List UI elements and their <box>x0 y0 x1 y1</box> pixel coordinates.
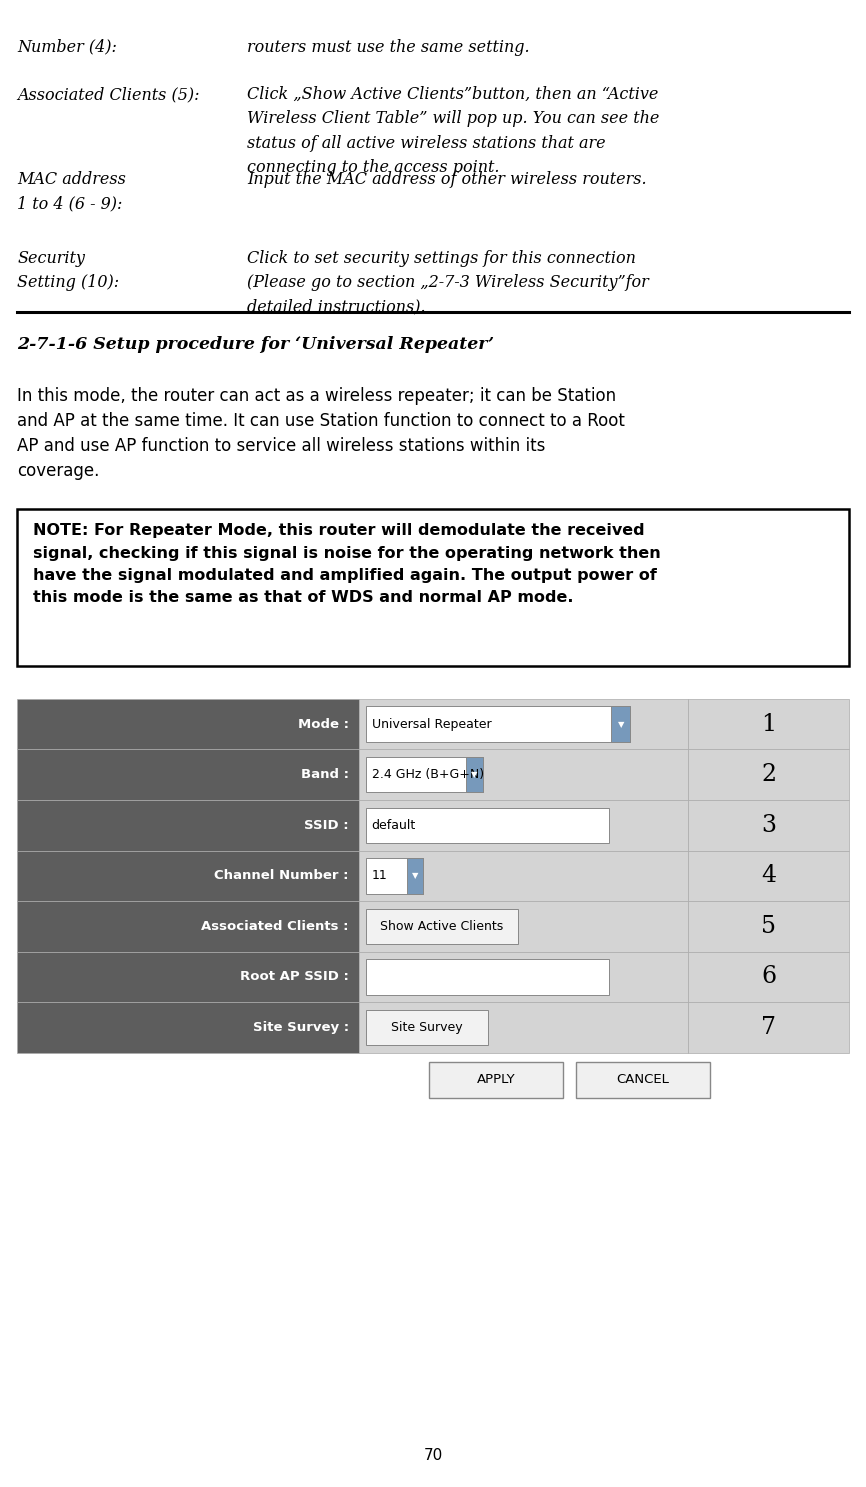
Text: ▼: ▼ <box>471 770 478 779</box>
Bar <box>688 800 849 851</box>
Bar <box>366 909 518 944</box>
Text: ▼: ▼ <box>411 871 418 880</box>
Text: Site Survey: Site Survey <box>391 1022 462 1033</box>
Text: Associated Clients :: Associated Clients : <box>202 920 349 932</box>
Text: CANCEL: CANCEL <box>617 1074 669 1087</box>
Bar <box>359 800 688 851</box>
Bar <box>359 851 688 901</box>
Bar <box>366 959 609 995</box>
Text: 4: 4 <box>761 864 776 888</box>
Text: default: default <box>372 819 416 831</box>
Text: APPLY: APPLY <box>476 1074 515 1087</box>
Text: 70: 70 <box>423 1448 443 1463</box>
Text: Channel Number :: Channel Number : <box>215 870 349 882</box>
Bar <box>688 1002 849 1053</box>
Bar <box>688 749 849 800</box>
Text: Click „Show Active Clients”button, then an “Active
Wireless Client Table” will p: Click „Show Active Clients”button, then … <box>247 86 659 175</box>
Bar <box>359 952 688 1002</box>
Bar <box>366 706 630 742</box>
Text: 2-7-1-6 Setup procedure for ‘Universal Repeater’: 2-7-1-6 Setup procedure for ‘Universal R… <box>17 336 494 352</box>
Text: 2: 2 <box>761 763 776 787</box>
Bar <box>17 749 359 800</box>
Text: MAC address
1 to 4 (6 - 9):: MAC address 1 to 4 (6 - 9): <box>17 171 126 213</box>
Text: 6: 6 <box>761 965 776 989</box>
Text: 1: 1 <box>761 712 776 736</box>
Bar <box>688 699 849 749</box>
Bar <box>17 901 359 952</box>
Text: 11: 11 <box>372 870 387 882</box>
Bar <box>366 1010 488 1045</box>
Bar <box>407 858 423 894</box>
Text: Root AP SSID :: Root AP SSID : <box>240 971 349 983</box>
Text: 3: 3 <box>761 813 776 837</box>
Text: Security
Setting (10):: Security Setting (10): <box>17 250 120 291</box>
Bar <box>359 699 688 749</box>
Bar <box>688 901 849 952</box>
Bar <box>17 1002 359 1053</box>
Bar <box>17 851 359 901</box>
Text: Site Survey :: Site Survey : <box>253 1022 349 1033</box>
Text: 5: 5 <box>761 915 776 938</box>
Bar <box>359 1002 688 1053</box>
Text: NOTE: For Repeater Mode, this router will demodulate the received
signal, checki: NOTE: For Repeater Mode, this router wil… <box>33 523 661 605</box>
Bar <box>17 800 359 851</box>
Bar <box>688 952 849 1002</box>
Text: 7: 7 <box>761 1016 776 1039</box>
Bar <box>429 1062 563 1097</box>
Bar <box>17 952 359 1002</box>
Bar <box>466 757 483 793</box>
Text: In this mode, the router can act as a wireless repeater; it can be Station
and A: In this mode, the router can act as a wi… <box>17 387 625 480</box>
Text: ▼: ▼ <box>617 720 624 729</box>
Text: routers must use the same setting.: routers must use the same setting. <box>247 39 529 55</box>
Bar <box>688 851 849 901</box>
Text: Associated Clients (5):: Associated Clients (5): <box>17 86 200 103</box>
Bar <box>359 749 688 800</box>
Text: Mode :: Mode : <box>298 718 349 730</box>
Bar <box>611 706 630 742</box>
Text: Click to set security settings for this connection
(Please go to section „2-7-3 : Click to set security settings for this … <box>247 250 649 315</box>
Text: Number (4):: Number (4): <box>17 39 117 55</box>
Text: Input the MAC address of other wireless routers.: Input the MAC address of other wireless … <box>247 171 646 187</box>
Bar <box>17 699 359 749</box>
Bar <box>366 858 423 894</box>
Text: 2.4 GHz (B+G+N): 2.4 GHz (B+G+N) <box>372 769 483 781</box>
Text: Band :: Band : <box>301 769 349 781</box>
Text: Universal Repeater: Universal Repeater <box>372 718 491 730</box>
Bar <box>576 1062 710 1097</box>
Text: Show Active Clients: Show Active Clients <box>380 920 504 932</box>
Bar <box>359 901 688 952</box>
Bar <box>17 509 849 666</box>
Bar <box>366 757 483 793</box>
Text: SSID :: SSID : <box>304 819 349 831</box>
Bar <box>366 807 609 843</box>
